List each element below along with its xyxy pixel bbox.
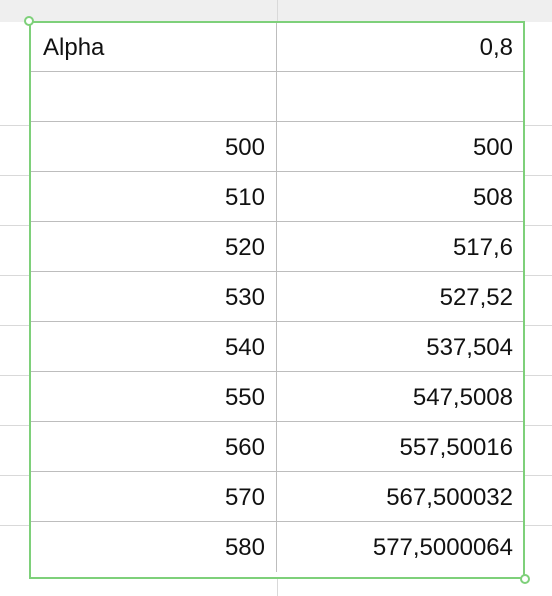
table-row: 550 547,5008 <box>30 372 525 422</box>
data-table: Alpha 0,8 500 500 510 508 520 517,6 530 … <box>30 22 525 579</box>
grid-line <box>0 425 30 426</box>
table-cell-x[interactable]: 500 <box>30 122 277 172</box>
table-cell-x[interactable]: 530 <box>30 272 277 322</box>
table-cell-y[interactable]: 537,504 <box>426 334 513 361</box>
column-header-strip <box>0 0 552 22</box>
grid-line <box>525 425 552 426</box>
grid-line <box>0 325 30 326</box>
table-cell-y[interactable]: 567,500032 <box>386 484 513 511</box>
grid-line <box>525 275 552 276</box>
alpha-value-cell[interactable]: 0,8 <box>479 34 513 61</box>
table-row: 570 567,500032 <box>30 472 525 522</box>
table-row: 580 577,5000064 <box>30 522 525 572</box>
header-row: Alpha 0,8 <box>30 22 525 72</box>
table-cell-x[interactable]: 580 <box>30 522 277 572</box>
selection-handle-top-left[interactable] <box>24 16 34 26</box>
grid-line <box>525 375 552 376</box>
grid-line <box>0 175 30 176</box>
grid-line <box>525 125 552 126</box>
grid-line <box>525 475 552 476</box>
table-cell-y[interactable]: 517,6 <box>452 234 513 261</box>
grid-line <box>0 125 30 126</box>
table-row: 520 517,6 <box>30 222 525 272</box>
table-row: 560 557,50016 <box>30 422 525 472</box>
grid-line <box>525 225 552 226</box>
grid-line <box>525 525 552 526</box>
table-cell-y[interactable]: 527,52 <box>439 284 513 311</box>
alpha-label-cell[interactable]: Alpha <box>30 22 277 72</box>
table-cell-y[interactable]: 547,5008 <box>412 384 513 411</box>
table-cell-x[interactable]: 520 <box>30 222 277 272</box>
table-cell-y[interactable]: 557,50016 <box>399 434 513 461</box>
table-cell-y[interactable]: 577,5000064 <box>372 534 513 561</box>
grid-line <box>525 325 552 326</box>
table-row: 500 500 <box>30 122 525 172</box>
table-row: 540 537,504 <box>30 322 525 372</box>
table-row: 530 527,52 <box>30 272 525 322</box>
table-cell-x[interactable]: 550 <box>30 372 277 422</box>
selection-handle-bottom-right[interactable] <box>520 574 530 584</box>
table-cell-y[interactable]: 500 <box>472 134 513 161</box>
grid-line <box>525 175 552 176</box>
table-cell-x[interactable] <box>30 72 277 122</box>
table-cell-x[interactable]: 540 <box>30 322 277 372</box>
table-row: 510 508 <box>30 172 525 222</box>
grid-line <box>0 275 30 276</box>
table-cell-x[interactable]: 560 <box>30 422 277 472</box>
grid-line <box>0 375 30 376</box>
grid-line <box>0 475 30 476</box>
table-cell-x[interactable]: 510 <box>30 172 277 222</box>
table-cell-y[interactable] <box>277 72 525 122</box>
grid-line <box>0 225 30 226</box>
table-cell-x[interactable]: 570 <box>30 472 277 522</box>
table-row <box>30 72 525 122</box>
table-cell-y[interactable]: 508 <box>472 184 513 211</box>
grid-line <box>0 525 30 526</box>
